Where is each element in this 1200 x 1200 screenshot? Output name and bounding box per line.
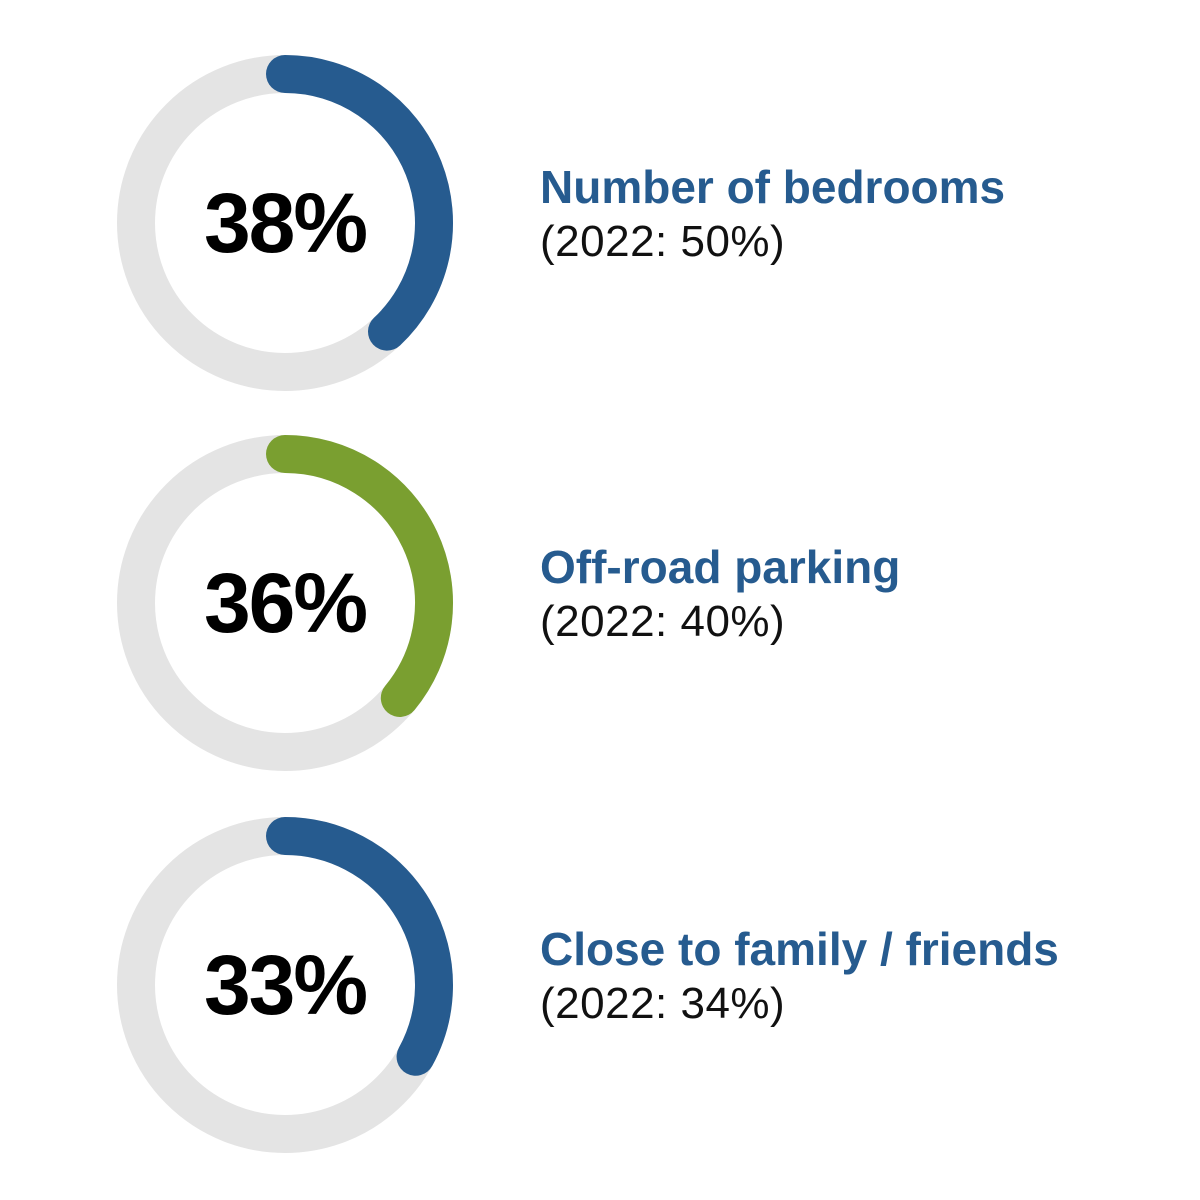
- donut-chart: 38%: [100, 38, 470, 408]
- donut-svg: [117, 435, 453, 771]
- stat-text: Number of bedrooms (2022: 50%): [540, 160, 1180, 270]
- donut-value-label: 33%: [203, 937, 368, 1032]
- donut-svg: [117, 817, 453, 1153]
- stat-row-parking: 36% Off-road parking (2022: 40%): [0, 418, 1200, 778]
- stat-comparison: (2022: 34%): [540, 979, 786, 1028]
- stat-label: Close to family / friends: [540, 923, 1059, 975]
- stat-row-bedrooms: 38% Number of bedrooms (2022: 50%): [0, 38, 1200, 398]
- donut-value-label: 36%: [203, 555, 368, 650]
- donut-svg: [117, 55, 453, 391]
- donut-value-label: 38%: [203, 175, 368, 270]
- donut-arc: [266, 817, 453, 1076]
- donut-arc: [266, 55, 453, 351]
- stat-text: Close to family / friends (2022: 34%): [540, 922, 1180, 1032]
- donut-arc: [266, 435, 453, 717]
- stat-label: Number of bedrooms: [540, 161, 1006, 213]
- stat-row-family: 33% Close to family / friends (2022: 34%…: [0, 800, 1200, 1160]
- stat-text: Off-road parking (2022: 40%): [540, 540, 1180, 650]
- stat-label: Off-road parking: [540, 541, 901, 593]
- donut-chart: 33%: [100, 800, 470, 1170]
- stat-comparison: (2022: 50%): [540, 217, 786, 266]
- donut-chart: 36%: [100, 418, 470, 788]
- stat-comparison: (2022: 40%): [540, 597, 786, 646]
